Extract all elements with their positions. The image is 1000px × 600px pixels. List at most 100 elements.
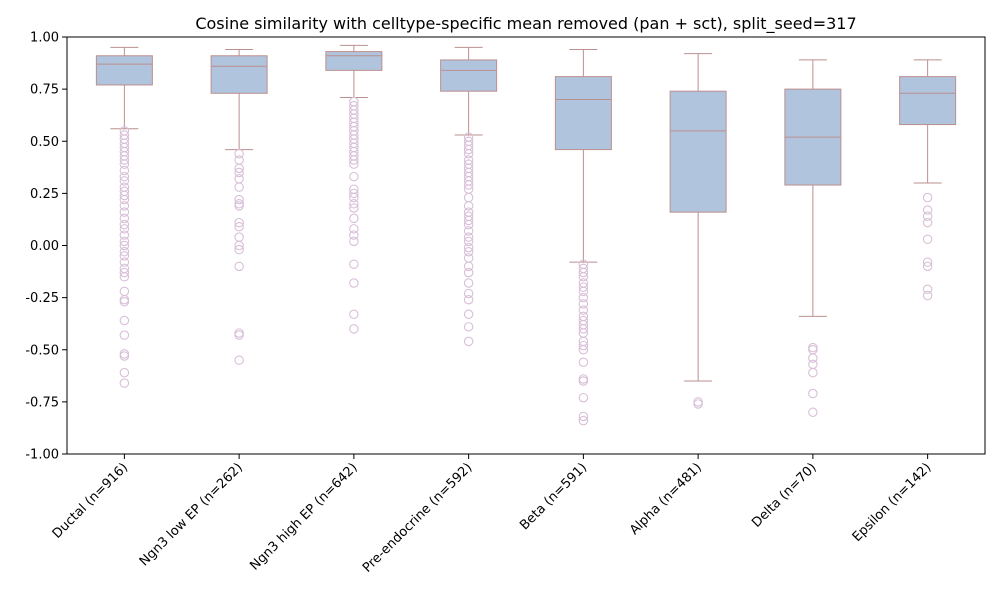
outlier-point [349, 259, 359, 270]
plot-area [95, 44, 957, 426]
outlier-point [463, 336, 474, 347]
outlier-point [119, 294, 130, 305]
outlier-point [119, 240, 130, 251]
outlier-point [349, 224, 359, 234]
box-group [95, 46, 153, 388]
outlier-point [119, 351, 130, 361]
outlier-point [119, 159, 130, 169]
outlier-point [578, 286, 589, 297]
outlier-point [234, 155, 244, 165]
box-group [899, 59, 957, 301]
box-iqr [899, 76, 957, 126]
x-tick-label: Ngn3 high EP (n=642) [247, 460, 360, 573]
outlier-point [463, 219, 474, 230]
outlier-point [578, 392, 589, 403]
outlier-point [119, 349, 130, 359]
outlier-point [349, 188, 359, 199]
outlier-point [808, 367, 818, 378]
x-tick-label: Epsilon (n=142) [850, 460, 935, 545]
outlier-point [234, 240, 244, 251]
outlier-point [349, 192, 359, 203]
outlier-point [463, 215, 474, 226]
outlier-point [922, 257, 933, 267]
outlier-point [349, 155, 359, 165]
box-group [554, 49, 612, 426]
outlier-point [922, 192, 933, 203]
outlier-point [463, 226, 474, 236]
outlier-point [463, 236, 474, 247]
outlier-point [119, 219, 130, 230]
outlier-point [349, 309, 359, 320]
box-iqr [554, 76, 612, 151]
outlier-point [234, 232, 244, 242]
outlier-point [119, 251, 130, 261]
outlier-point [808, 353, 818, 363]
outlier-point [119, 236, 130, 247]
x-tick-label: Delta (n=70) [749, 460, 819, 530]
outlier-point [922, 217, 933, 228]
y-tick-label: -1.00 [25, 448, 59, 463]
outlier-point [578, 415, 589, 426]
y-tick-label: -0.75 [25, 395, 59, 410]
outlier-point [119, 230, 130, 240]
y-tick-label: 0.50 [30, 135, 59, 150]
outlier-point [578, 376, 589, 386]
y-tick-label: 1.00 [30, 31, 59, 46]
outlier-point [922, 234, 933, 244]
box-group [440, 46, 498, 347]
box-group [325, 44, 383, 334]
outlier-point [463, 278, 474, 288]
outlier-point [234, 330, 244, 340]
y-tick-label: -0.25 [25, 291, 59, 306]
outlier-point [463, 261, 474, 272]
outlier-point [119, 257, 130, 267]
outlier-point [119, 171, 130, 182]
outlier-point [119, 286, 130, 297]
y-tick-label: 0.25 [30, 187, 59, 202]
outlier-point [578, 344, 589, 355]
outlier-point [234, 194, 244, 205]
outlier-point [922, 211, 933, 222]
outlier-point [922, 284, 933, 295]
outlier-point [119, 165, 130, 176]
outlier-point [578, 282, 589, 292]
box-iqr [210, 55, 268, 94]
outlier-point [119, 330, 130, 340]
outlier-point [463, 144, 474, 155]
outlier-point [578, 324, 589, 334]
outlier-point [234, 201, 244, 211]
outlier-point [578, 267, 589, 278]
outlier-point [234, 261, 244, 272]
outlier-point [119, 367, 130, 378]
outlier-point [119, 378, 130, 388]
outlier-point [463, 322, 474, 332]
outlier-point [463, 309, 474, 320]
outlier-point [234, 174, 244, 184]
outlier-point [234, 221, 244, 232]
outlier-point [234, 182, 244, 192]
box-group [210, 49, 268, 365]
x-tick-label: Ductal (n=916) [50, 460, 132, 542]
outlier-point [119, 267, 130, 278]
outlier-point [119, 190, 130, 201]
x-tick-label: Beta (n=591) [517, 460, 590, 533]
outlier-point [234, 355, 244, 365]
outlier-point [808, 344, 818, 355]
outlier-point [463, 180, 474, 190]
axes-frame [66, 36, 986, 455]
outlier-point [119, 315, 130, 326]
outlier-point [234, 149, 244, 159]
outlier-point [349, 278, 359, 288]
outlier-point [463, 192, 474, 203]
outlier-point [349, 199, 359, 209]
outlier-point [578, 357, 589, 368]
box-iqr [95, 55, 153, 86]
outlier-point [234, 328, 244, 338]
y-tick-label: 0.75 [30, 83, 59, 98]
outlier-point [578, 305, 589, 315]
box-group [669, 53, 727, 409]
outlier-point [578, 340, 589, 351]
outlier-point [808, 407, 818, 418]
box-iqr [325, 51, 383, 71]
